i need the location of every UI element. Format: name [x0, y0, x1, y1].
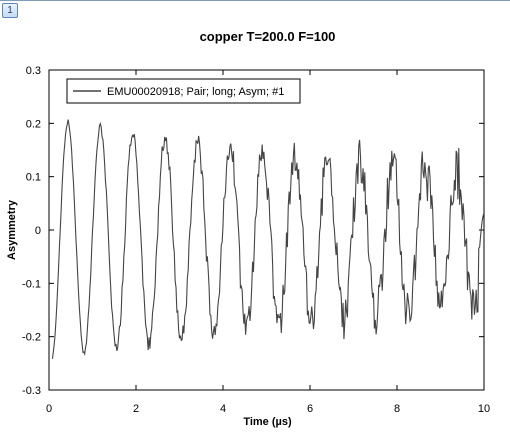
series-line-asymmetry — [51, 119, 485, 359]
y-tick-label: -0.2 — [22, 332, 41, 344]
x-tick-label: 0 — [46, 403, 52, 415]
x-tick-label: 2 — [133, 403, 139, 415]
x-tick-label: 8 — [394, 403, 400, 415]
plot-area — [48, 69, 485, 391]
legend-box — [66, 78, 301, 104]
x-tick-label: 10 — [478, 403, 490, 415]
y-tick-label: 0.2 — [26, 118, 41, 130]
x-tick-label: 6 — [307, 403, 313, 415]
y-axis-ticks: -0.3 -0.2 -0.1 0 0.1 0.2 0.3 — [22, 65, 484, 397]
x-tick-label: 4 — [220, 403, 226, 415]
y-tick-label: -0.3 — [22, 385, 41, 397]
legend[interactable]: EMU00020918; Pair; long; Asym; #1 — [66, 78, 301, 104]
y-tick-label: 0.1 — [26, 172, 41, 184]
x-axis-ticks: 0 2 4 6 8 10 — [46, 70, 490, 415]
y-tick-label: -0.1 — [22, 278, 41, 290]
y-tick-label: 0 — [35, 225, 41, 237]
x-axis-label: Time (µs) — [243, 416, 292, 428]
chart-title: copper T=200.0 F=100 — [200, 29, 336, 44]
y-tick-label: 0.3 — [26, 65, 41, 77]
y-axis-label: Asymmetry — [6, 199, 18, 260]
window-number-badge[interactable]: 1 — [2, 3, 18, 18]
legend-entry-label: EMU00020918; Pair; long; Asym; #1 — [107, 86, 284, 98]
